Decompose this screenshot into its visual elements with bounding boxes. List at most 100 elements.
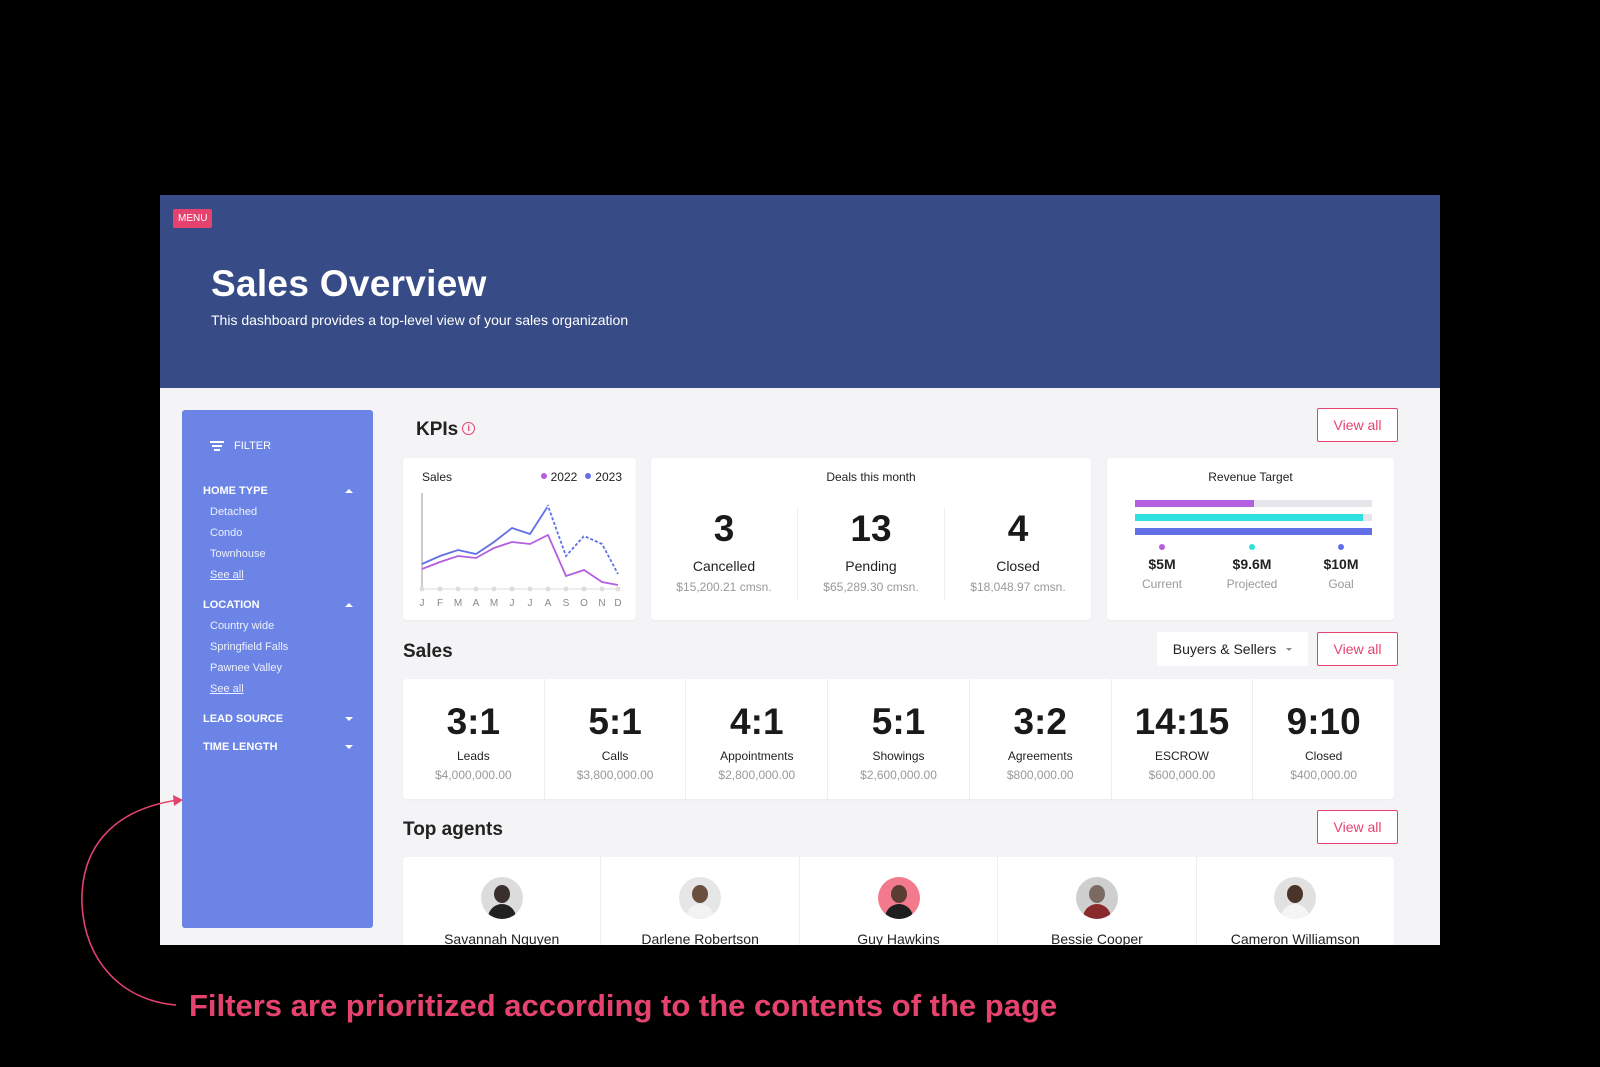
filter-header[interactable]: FILTER	[210, 440, 271, 452]
ratio-value: 5:1	[871, 701, 926, 742]
dot-icon	[1249, 544, 1255, 550]
dropdown-value: Buyers & Sellers	[1172, 641, 1277, 657]
sales-ratio-agreements: 3:2 Agreements $800,000.00	[970, 679, 1112, 799]
ratio-value: 14:15	[1134, 701, 1230, 742]
ratio-label: ESCROW	[1154, 749, 1209, 763]
see-all-link[interactable]: See all	[210, 683, 244, 695]
chevron-down-icon	[1286, 647, 1293, 651]
deal-commission: $15,200.21 cmsn.	[676, 580, 772, 594]
chart-legend: 2022 2023	[540, 470, 622, 484]
sales-ratio-calls: 5:1 Calls $3,800,000.00	[545, 679, 687, 799]
avatar	[679, 877, 722, 919]
sales-ratio-closed: 9:10 Closed $400,000.00	[1253, 679, 1394, 799]
series-line-2023-solid	[421, 503, 619, 575]
sales-ratio-showings: 5:1 Showings $2,600,000.00	[828, 679, 970, 799]
agent-card[interactable]: Bessie Cooper	[998, 857, 1197, 945]
revenue-goal: $10M Goal	[1296, 544, 1386, 591]
filter-section-title: HOME TYPE	[203, 485, 268, 497]
buyers-sellers-dropdown[interactable]: Buyers & Sellers	[1157, 632, 1308, 666]
filter-section-title: LEAD SOURCE	[203, 713, 284, 725]
sales-view-all-button[interactable]: View all	[1317, 632, 1398, 666]
agent-card[interactable]: Guy Hawkins	[800, 857, 999, 945]
month-tick-label: J	[510, 598, 515, 609]
chevron-up-icon	[345, 489, 353, 493]
deals-card: Deals this month 3 Cancelled $15,200.21 …	[651, 458, 1091, 620]
filter-option-country-wide[interactable]: Country wide	[210, 620, 275, 632]
ratio-amount: $2,800,000.00	[718, 768, 796, 782]
deal-pending: 13 Pending $65,289.30 cmsn.	[798, 508, 944, 594]
filter-option-pawnee-valley[interactable]: Pawnee Valley	[210, 662, 282, 674]
legend-label: 2023	[595, 470, 622, 484]
month-tick-label: J	[420, 598, 425, 609]
avatar	[480, 877, 523, 919]
filter-option-springfield-falls[interactable]: Springfield Falls	[210, 641, 289, 653]
filter-section-header[interactable]: TIME LENGTH	[203, 740, 353, 754]
deal-label: Cancelled	[692, 558, 756, 574]
legend-label: 2022	[550, 470, 578, 484]
month-tick-label: N	[598, 598, 605, 609]
menu-button[interactable]: MENU	[173, 209, 213, 228]
revenue-label: Goal	[1328, 577, 1354, 591]
filter-option-townhouse[interactable]: Townhouse	[210, 548, 266, 560]
ratio-label: Agreements	[1007, 749, 1073, 763]
ratio-value: 3:2	[1013, 701, 1067, 742]
filter-section-title: TIME LENGTH	[203, 741, 278, 753]
filter-option-detached[interactable]: Detached	[210, 506, 258, 518]
revenue-value: $10M	[1323, 556, 1359, 572]
chevron-up-icon	[345, 603, 353, 607]
agent-card[interactable]: Savannah Nguyen	[403, 857, 602, 945]
axis-dots	[419, 586, 621, 592]
ratio-label: Closed	[1304, 749, 1343, 763]
month-tick-label: M	[454, 598, 462, 609]
dot-icon	[1338, 544, 1344, 550]
sales-title: Sales	[403, 641, 453, 662]
revenue-label: Projected	[1226, 577, 1278, 591]
filter-section-location: LOCATION Country wide Springfield Falls …	[203, 598, 353, 696]
month-tick-label: F	[437, 598, 443, 609]
sales-ratio-leads: 3:1 Leads $4,000,000.00	[403, 679, 545, 799]
agent-name: Savannah Nguyen	[444, 931, 560, 945]
agent-name: Darlene Robertson	[641, 931, 759, 945]
filter-section-header[interactable]: HOME TYPE	[203, 484, 353, 498]
divider	[797, 508, 798, 600]
see-all-link[interactable]: See all	[210, 569, 244, 581]
filter-section-header[interactable]: LEAD SOURCE	[203, 712, 353, 726]
top-agents-title: Top agents	[403, 819, 503, 840]
ratio-amount: $600,000.00	[1148, 768, 1216, 782]
deal-label: Closed	[996, 558, 1040, 574]
avatar	[877, 877, 920, 919]
info-icon[interactable]: i	[462, 422, 476, 435]
kpis-view-all-button[interactable]: View all	[1317, 408, 1398, 442]
ratio-value: 5:1	[588, 701, 642, 742]
agents-view-all-button[interactable]: View all	[1317, 810, 1398, 844]
ratio-value: 9:10	[1286, 701, 1361, 742]
avatar	[1274, 877, 1317, 919]
sales-ratio-appointments: 4:1 Appointments $2,800,000.00	[686, 679, 829, 799]
revenue-bar-projected	[1135, 514, 1372, 521]
deal-label: Pending	[845, 558, 897, 574]
revenue-bar-goal	[1135, 528, 1372, 535]
dot-icon	[1159, 544, 1165, 550]
filter-section-header[interactable]: LOCATION	[203, 598, 353, 612]
ratio-value: 3:1	[446, 701, 501, 742]
chevron-down-icon	[345, 745, 353, 749]
kpis-title: KPIs i	[416, 419, 476, 441]
deal-commission: $18,048.97 cmsn.	[970, 580, 1066, 594]
bar-fill	[1135, 514, 1363, 521]
revenue-projected: $9.6M Projected	[1207, 544, 1297, 591]
month-tick-label: D	[614, 598, 621, 609]
filter-icon	[210, 441, 224, 451]
divider	[944, 508, 945, 600]
filter-section-title: LOCATION	[203, 599, 260, 611]
agent-name: Guy Hawkins	[857, 931, 940, 945]
agent-card[interactable]: Darlene Robertson	[601, 857, 800, 945]
revenue-target-card: Revenue Target $5M Current $9.6M Project…	[1107, 458, 1394, 620]
filter-option-condo[interactable]: Condo	[210, 527, 243, 539]
agent-card[interactable]: Cameron Williamson	[1197, 857, 1394, 945]
filter-section-time-length: TIME LENGTH	[203, 740, 353, 754]
kpis-title-text: KPIs	[416, 419, 459, 440]
bar-fill	[1135, 528, 1372, 535]
revenue-value: $5M	[1148, 556, 1176, 572]
